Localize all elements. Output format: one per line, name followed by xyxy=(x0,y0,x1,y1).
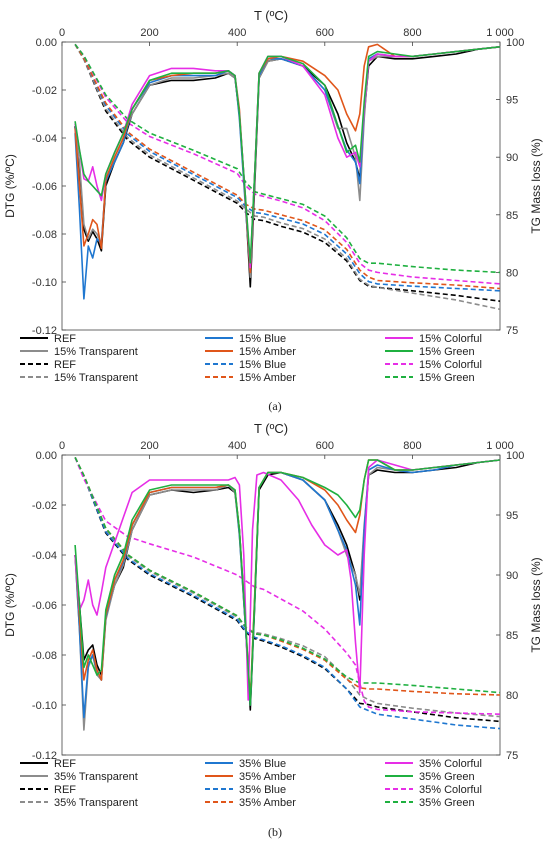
legend-label: 35% Amber xyxy=(239,771,296,783)
dtg-series-ref xyxy=(74,459,500,711)
y-right-tick-label: 80 xyxy=(506,267,518,279)
y-right-tick-label: 90 xyxy=(506,570,518,582)
x-tick-label: 1 000 xyxy=(486,440,514,452)
x-tick-label: 0 xyxy=(59,440,65,452)
dtg-series-green xyxy=(74,46,500,264)
legend-label: REF xyxy=(54,758,76,770)
tg-series-green xyxy=(74,43,500,274)
y-right-tick-label: 85 xyxy=(506,630,518,642)
x-tick-label: 600 xyxy=(316,440,334,452)
y-left-tick-label: -0.12 xyxy=(32,325,57,337)
x-axis-title: T (ºC) xyxy=(254,8,288,23)
tg-series-colorful xyxy=(74,43,500,285)
y-left-tick-label: -0.08 xyxy=(32,229,57,241)
y-right-tick-label: 100 xyxy=(506,450,524,462)
legend-label: REF xyxy=(54,784,76,796)
legend-label: 35% Colorful xyxy=(419,758,482,770)
legend-label: 15% Green xyxy=(419,346,475,358)
y-left-tick-label: 0.00 xyxy=(36,37,57,49)
y-right-tick-label: 100 xyxy=(506,37,524,49)
x-tick-label: 400 xyxy=(228,440,246,452)
legend-label: 35% Blue xyxy=(239,758,286,770)
legend-label: 35% Amber xyxy=(239,797,296,809)
y-right-tick-label: 85 xyxy=(506,210,518,222)
plot-area xyxy=(74,457,500,731)
x-tick-label: 600 xyxy=(316,27,334,39)
dtg-series-transparent xyxy=(74,46,500,279)
y-left-tick-label: -0.04 xyxy=(32,133,57,145)
y-left-tick-label: -0.06 xyxy=(32,181,57,193)
y-left-axis-title: DTG (%/ºC) xyxy=(3,154,17,218)
tg-series-green xyxy=(74,457,500,694)
legend-label: 35% Blue xyxy=(239,784,286,796)
y-left-tick-label: -0.02 xyxy=(32,500,57,512)
tg-series-ref xyxy=(74,457,500,723)
dtg-series-blue xyxy=(74,46,500,300)
dtg-series-ref xyxy=(74,46,500,288)
y-right-tick-label: 75 xyxy=(506,750,518,762)
y-left-tick-label: -0.08 xyxy=(32,650,57,662)
dtg-series-amber xyxy=(74,459,500,701)
y-right-axis-title: TG Mass loss (%) xyxy=(529,138,543,233)
x-tick-label: 800 xyxy=(403,27,421,39)
x-tick-label: 1 000 xyxy=(486,27,514,39)
x-tick-label: 0 xyxy=(59,27,65,39)
dtg-series-amber xyxy=(74,43,500,274)
legend-label: 35% Transparent xyxy=(54,771,138,783)
y-right-tick-label: 75 xyxy=(506,325,518,337)
legend-label: 35% Green xyxy=(419,797,475,809)
y-left-axis-title: DTG (%/ºC) xyxy=(3,573,17,637)
y-left-tick-label: 0.00 xyxy=(36,450,57,462)
legend-label: REF xyxy=(54,333,76,345)
y-left-tick-label: -0.04 xyxy=(32,550,57,562)
panel-caption: (b) xyxy=(268,825,282,839)
dtg-series-colorful xyxy=(74,459,500,701)
x-tick-label: 200 xyxy=(140,440,158,452)
dtg-series-green xyxy=(74,459,500,706)
legend-label: 15% Blue xyxy=(239,359,286,371)
legend-label: 15% Blue xyxy=(239,333,286,345)
legend-label: 15% Amber xyxy=(239,346,296,358)
x-tick-label: 200 xyxy=(140,27,158,39)
x-axis-title: T (ºC) xyxy=(254,421,288,436)
legend-label: 15% Colorful xyxy=(419,359,482,371)
legend-label: REF xyxy=(54,359,76,371)
tg-series-colorful xyxy=(74,457,500,715)
y-right-tick-label: 80 xyxy=(506,690,518,702)
y-left-tick-label: -0.10 xyxy=(32,277,57,289)
plot-area xyxy=(74,43,500,311)
tg-series-transparent xyxy=(74,43,500,311)
tg-series-amber xyxy=(74,457,500,696)
dtg-series-blue xyxy=(74,459,500,719)
legend-label: 15% Green xyxy=(419,372,475,384)
dtg-series-transparent xyxy=(74,459,500,731)
y-right-tick-label: 90 xyxy=(506,152,518,164)
x-tick-label: 800 xyxy=(403,440,421,452)
tg-series-blue xyxy=(74,43,500,292)
chart-panel-a: 0 200 400 600 800 1 000 T (ºC) 0.00 -0.02 -0.04 -0… xyxy=(3,8,543,413)
chart-panel-b: 0 200 400 600 800 1 000 T (ºC) 0.00 -0.02 -0.04 -0… xyxy=(3,421,543,839)
y-right-tick-label: 95 xyxy=(506,510,518,522)
y-right-axis-title: TG Mass loss (%) xyxy=(529,557,543,652)
dtg-series-colorful xyxy=(74,46,500,269)
tg-series-ref xyxy=(74,43,500,302)
y-left-tick-label: -0.02 xyxy=(32,85,57,97)
panel-caption: (a) xyxy=(268,399,281,413)
tg-series-transparent xyxy=(74,457,500,718)
y-left-tick-label: -0.10 xyxy=(32,700,57,712)
tg-series-amber xyxy=(74,43,500,290)
y-right-tick-label: 95 xyxy=(506,95,518,107)
tg-series-blue xyxy=(74,457,500,730)
y-left-tick-label: -0.06 xyxy=(32,600,57,612)
y-left-tick-label: -0.12 xyxy=(32,750,57,762)
legend-label: 15% Transparent xyxy=(54,372,138,384)
legend-label: 15% Colorful xyxy=(419,333,482,345)
legend-label: 35% Colorful xyxy=(419,784,482,796)
legend-label: 35% Transparent xyxy=(54,797,138,809)
legend-label: 15% Amber xyxy=(239,372,296,384)
legend-label: 15% Transparent xyxy=(54,346,138,358)
legend-label: 35% Green xyxy=(419,771,475,783)
x-tick-label: 400 xyxy=(228,27,246,39)
